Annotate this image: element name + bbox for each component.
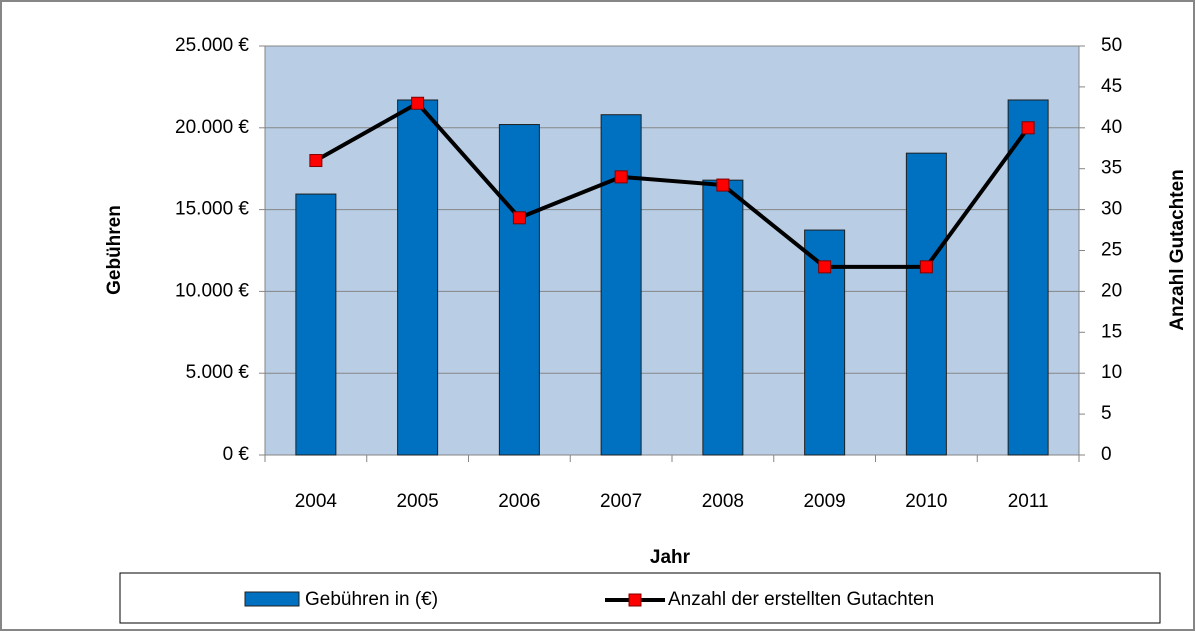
y-tick-label: 20.000 € (175, 117, 249, 138)
y2-tick-label: 25 (1101, 240, 1122, 261)
y2-tick-label: 30 (1101, 199, 1122, 220)
y2-tick-label: 5 (1101, 403, 1112, 424)
legend-marker (628, 593, 642, 607)
marker (716, 178, 730, 192)
bar (905, 152, 947, 456)
y2-tick-label: 40 (1101, 117, 1122, 138)
bar (702, 179, 744, 456)
x-tick-label: 2004 (295, 491, 338, 512)
marker (1021, 121, 1035, 135)
bar (600, 114, 642, 456)
y-axis-title: Gebühren (104, 205, 125, 295)
y-tick-label: 5.000 € (186, 362, 250, 383)
y2-tick-label: 45 (1101, 76, 1122, 97)
y2-tick-label: 20 (1101, 280, 1122, 301)
y-tick-label: 25.000 € (175, 35, 249, 56)
legend-label: Anzahl der erstellten Gutachten (668, 589, 934, 610)
line (314, 100, 1030, 269)
bar (397, 99, 439, 456)
plot-area (265, 46, 1079, 455)
marker (818, 260, 832, 274)
bar (498, 124, 540, 456)
y2-tick-label: 50 (1101, 35, 1122, 56)
x-tick-label: 2005 (396, 491, 438, 512)
x-tick-label: 2010 (905, 491, 947, 512)
x-tick-label: 2009 (803, 491, 845, 512)
y2-tick-label: 0 (1101, 444, 1112, 465)
y-tick-label: 10.000 € (175, 280, 249, 301)
y2-tick-label: 10 (1101, 362, 1122, 383)
marker (919, 260, 933, 274)
x-axis-title: Jahr (650, 547, 691, 568)
y2-tick-label: 15 (1101, 321, 1122, 342)
legend-swatch (244, 591, 300, 607)
x-tick-label: 2011 (1008, 491, 1049, 512)
x-tick-label: 2006 (498, 491, 540, 512)
y-tick-label: 15.000 € (175, 199, 249, 220)
x-tick-label: 2008 (702, 491, 744, 512)
marker (411, 96, 425, 110)
y2-axis-title: Anzahl Gutachten (1167, 169, 1188, 331)
y-tick-label: 0 € (223, 444, 250, 465)
marker (512, 211, 526, 225)
bar (1007, 99, 1049, 456)
legend-label: Gebühren in (€) (305, 589, 438, 610)
marker (614, 170, 628, 184)
y2-tick-label: 35 (1101, 158, 1122, 179)
marker (309, 154, 323, 168)
bar (295, 193, 337, 456)
x-tick-label: 2007 (600, 491, 642, 512)
